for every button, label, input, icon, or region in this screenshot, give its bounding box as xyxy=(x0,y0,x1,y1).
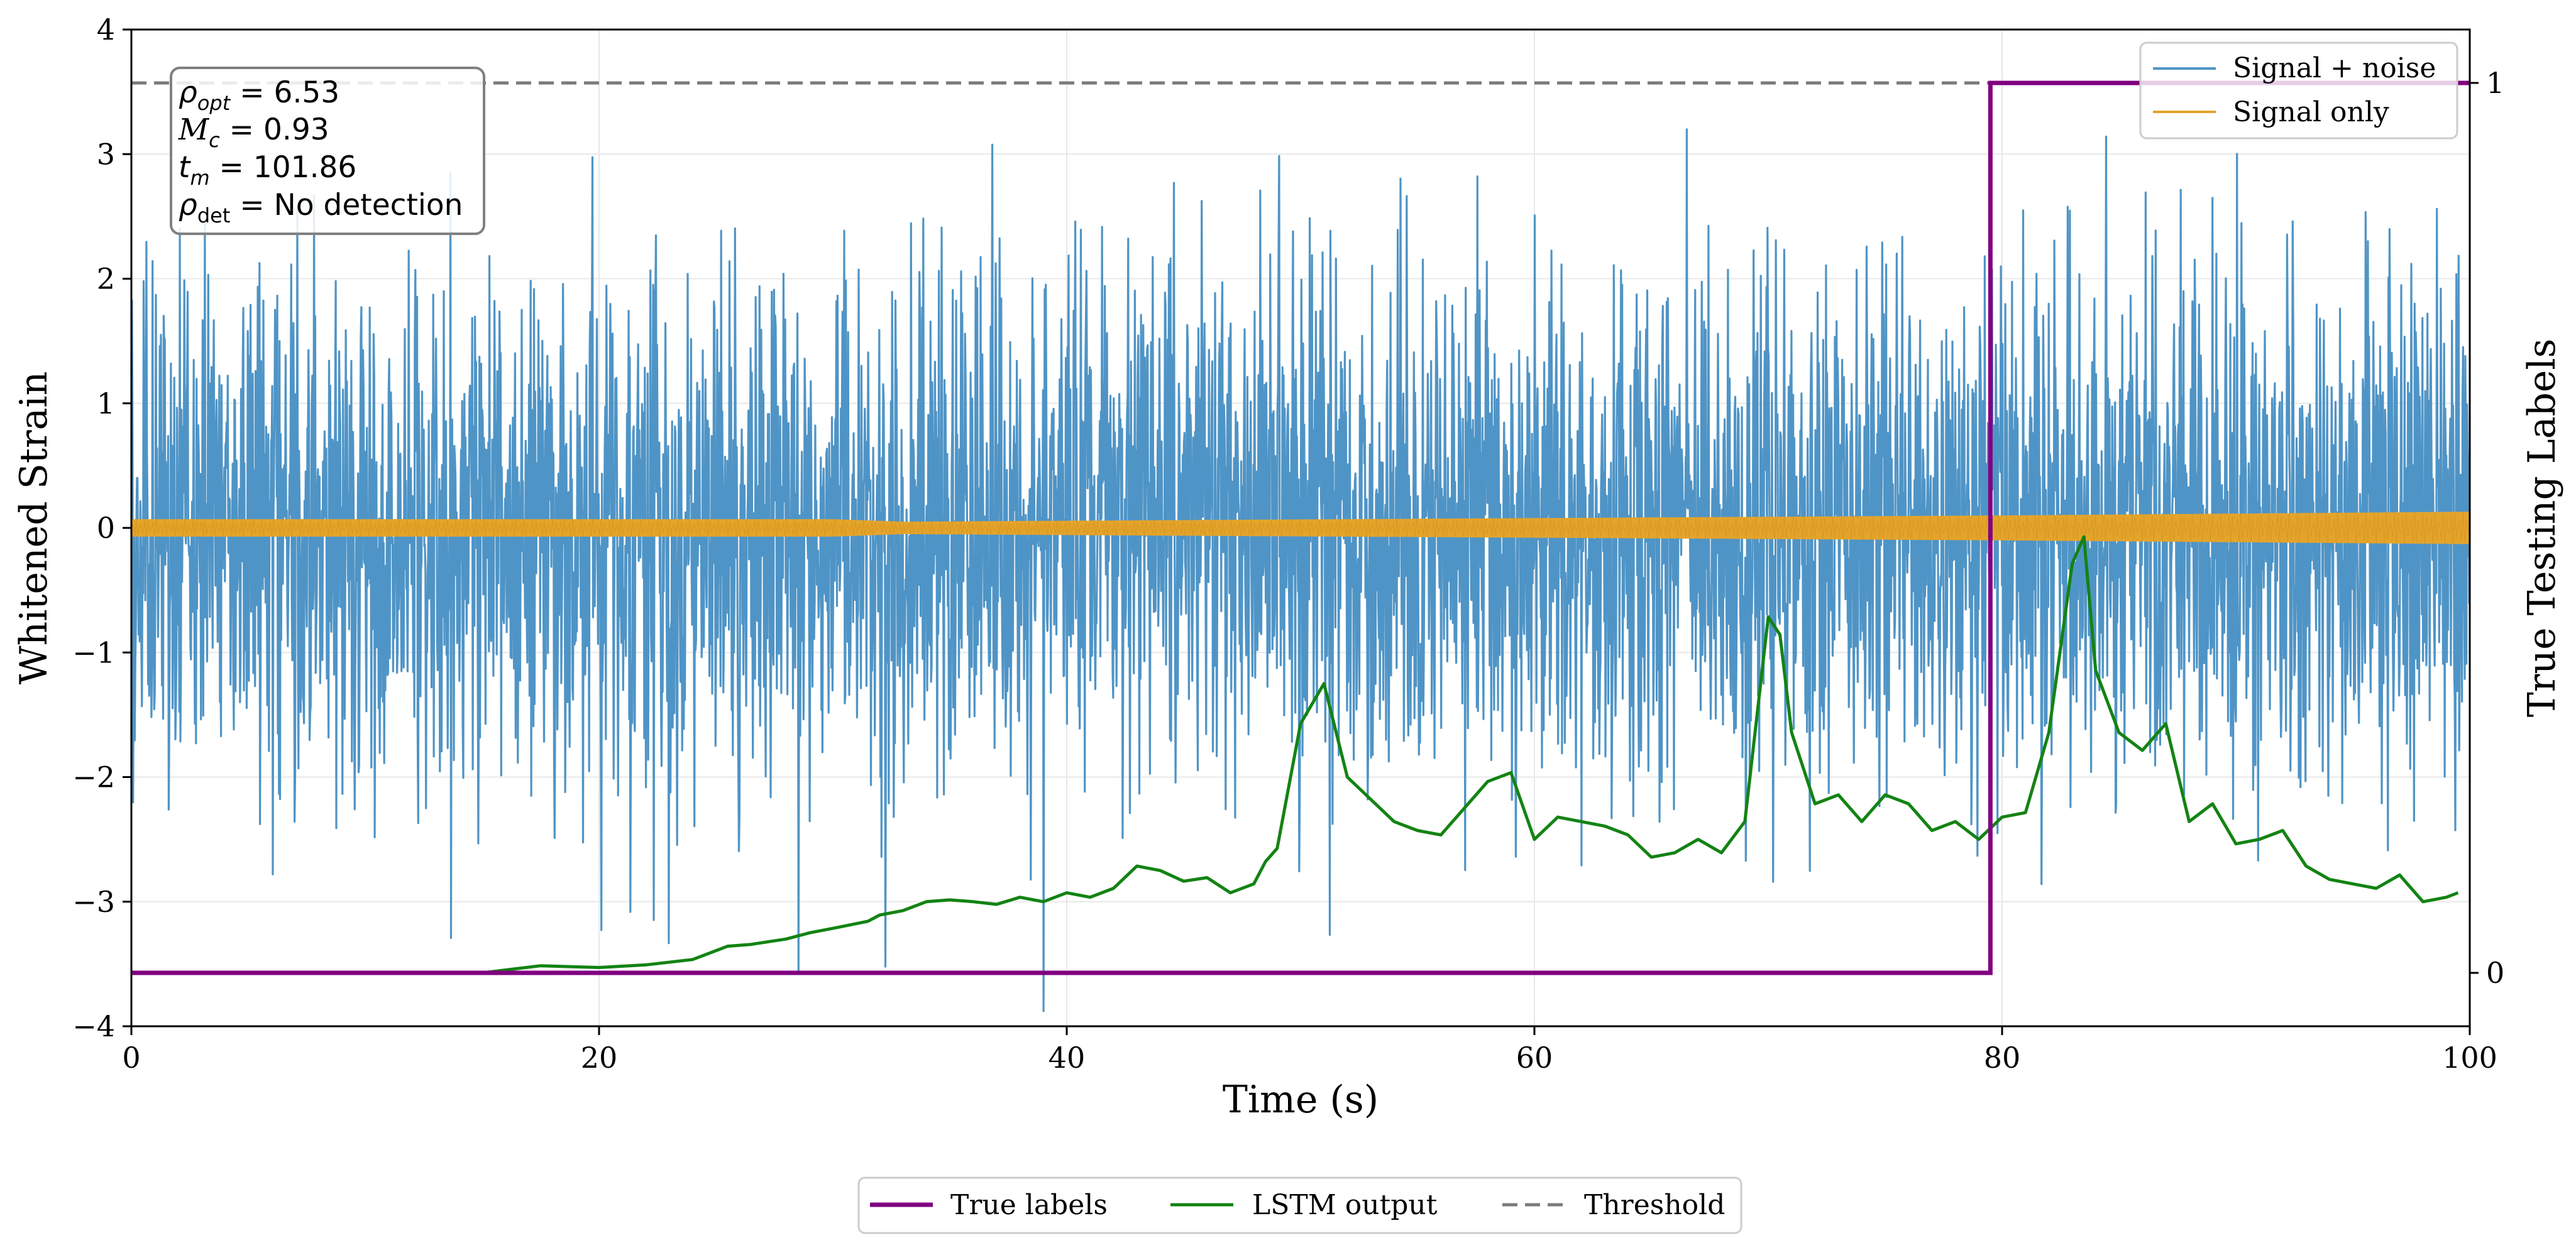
y-right-tick-label: 1 xyxy=(2486,66,2504,100)
y-tick-label: −2 xyxy=(72,760,115,794)
y-tick-label: 0 xyxy=(97,511,115,545)
y-tick-label: −1 xyxy=(72,635,115,669)
stats-box xyxy=(170,67,485,235)
signal-noise-line xyxy=(131,128,2470,1012)
x-axis-ticks: 0 20 40 60 80 100 xyxy=(122,1026,2497,1075)
stat-rho-det-value: No detection xyxy=(274,188,463,222)
x-tick-label: 60 xyxy=(1516,1041,1553,1075)
x-tick-label: 0 xyxy=(122,1041,140,1075)
y-tick-label: 4 xyxy=(97,13,115,47)
stats-annotation: ρopt = 6.53 Mc = 0.93 tm = 101.86 ρdet =… xyxy=(170,67,485,235)
x-tick-label: 80 xyxy=(1984,1041,2021,1075)
y-tick-label: 2 xyxy=(97,262,115,296)
lower-legend: True labels LSTM output Threshold xyxy=(857,1176,1742,1234)
y-axis-ticks: −4 −3 −2 −1 0 1 2 3 4 xyxy=(72,13,131,1043)
y-right-axis-ticks: 01 xyxy=(2470,66,2504,990)
stat-tm: tm = 101.86 xyxy=(179,150,356,190)
y-right-tick-label: 0 xyxy=(2486,956,2504,990)
lower-legend-frame xyxy=(857,1176,1742,1234)
upper-legend-frame xyxy=(2139,41,2458,140)
y-right-axis-label: True Testing Labels xyxy=(2520,339,2564,718)
y-tick-label: 1 xyxy=(97,387,115,420)
signal-only-line xyxy=(131,512,2470,544)
x-tick-label: 40 xyxy=(1049,1041,1086,1075)
legend-label-true-labels: True labels xyxy=(950,1189,1108,1221)
y-tick-label: 3 xyxy=(97,137,115,171)
y-tick-label: −4 xyxy=(72,1009,115,1043)
x-tick-label: 20 xyxy=(581,1041,618,1075)
lstm-output-line xyxy=(131,535,2459,975)
stat-rho-det: ρdet = No detection xyxy=(179,188,463,228)
legend-label-signal-only: Signal only xyxy=(2233,96,2389,128)
stat-rho-opt-value: 6.53 xyxy=(274,75,340,110)
upper-legend: Signal + noise Signal only xyxy=(2139,41,2458,140)
stat-tm-value: 101.86 xyxy=(253,150,356,185)
legend-label-threshold: Threshold xyxy=(1584,1189,1725,1221)
y-axis-label: Whitened Strain xyxy=(12,371,56,684)
stat-mc-value: 0.93 xyxy=(263,112,329,147)
x-axis-label: Time (s) xyxy=(1223,1078,1379,1122)
legend-label-signal-noise: Signal + noise xyxy=(2233,52,2436,84)
x-tick-label: 100 xyxy=(2442,1041,2497,1075)
legend-label-lstm-output: LSTM output xyxy=(1252,1189,1438,1221)
stat-rho-opt: ρopt = 6.53 xyxy=(179,75,339,115)
y-tick-label: −3 xyxy=(72,885,115,919)
stat-mc: Mc = 0.93 xyxy=(178,112,329,152)
